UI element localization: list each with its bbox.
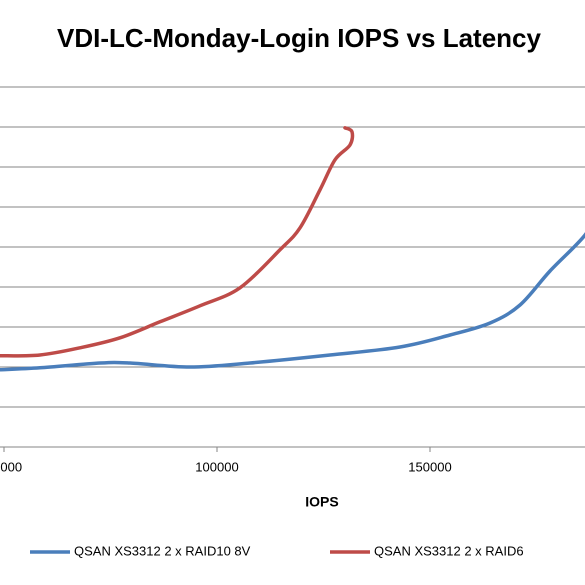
- x-tick-label: 150000: [408, 459, 451, 474]
- x-axis-label: IOPS: [305, 494, 338, 510]
- series-line: [0, 126, 355, 358]
- chart-title: VDI-LC-Monday-Login IOPS vs Latency: [57, 23, 541, 53]
- x-tick-label: 50000: [0, 459, 22, 474]
- legend-label: QSAN XS3312 2 x RAID6: [374, 543, 524, 558]
- x-tick-label: 100000: [195, 459, 238, 474]
- series-line: [0, 232, 585, 372]
- legend-label: QSAN XS3312 2 x RAID10 8V: [74, 543, 251, 558]
